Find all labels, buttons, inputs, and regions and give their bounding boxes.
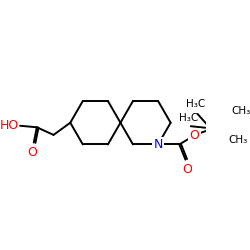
Text: O: O (27, 146, 37, 159)
Text: H₃C: H₃C (186, 100, 206, 110)
Text: N: N (154, 138, 163, 151)
Text: O: O (182, 163, 192, 176)
Text: H₃C: H₃C (179, 113, 198, 123)
Text: CH₃: CH₃ (231, 106, 250, 116)
Text: O: O (190, 129, 200, 142)
Text: CH₃: CH₃ (228, 135, 247, 145)
Text: HO: HO (0, 119, 18, 132)
